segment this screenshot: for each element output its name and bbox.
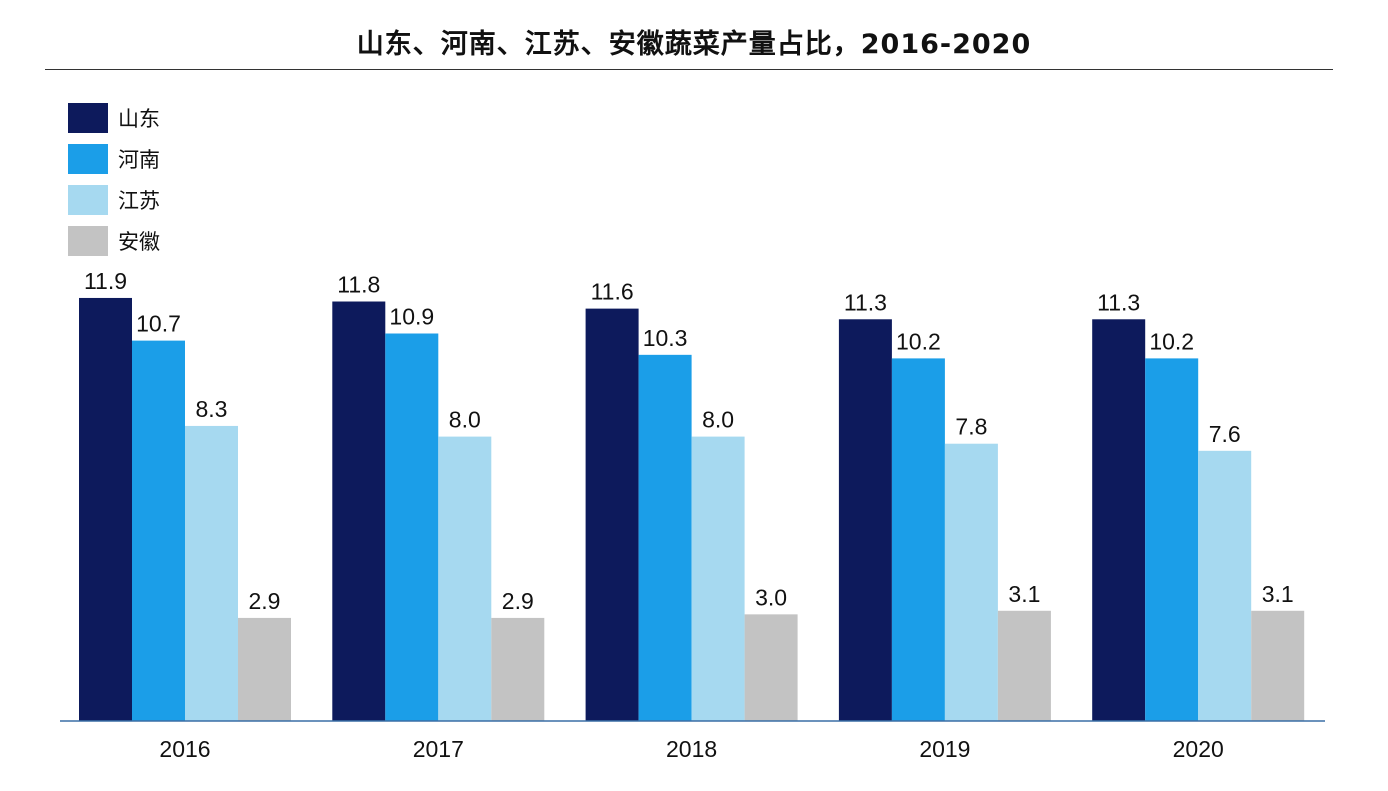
x-tick-label-2019: 2019 — [919, 736, 970, 762]
bar-jiangsu-2019 — [944, 443, 998, 721]
legend-item-jiangsu: 江苏 — [68, 179, 160, 220]
bar-anhui-2019 — [997, 610, 1051, 721]
bar-henan-2016 — [132, 340, 185, 721]
value-label-shandong-2017: 11.8 — [337, 272, 380, 298]
chart-title: 山东、河南、江苏、安徽蔬菜产量占比，2016-2020 — [356, 29, 1032, 60]
bar-shandong-2016 — [79, 297, 132, 721]
bar-jiangsu-2016 — [185, 425, 238, 721]
bar-anhui-2018 — [744, 614, 798, 721]
legend-label-anhui: 安徽 — [118, 229, 160, 254]
x-tick-label-2016: 2016 — [159, 736, 210, 762]
x-tick-label-2020: 2020 — [1173, 736, 1224, 762]
bars-group — [79, 297, 1305, 721]
legend-swatch-jiangsu — [68, 184, 108, 215]
value-label-anhui-2020: 3.1 — [1262, 581, 1294, 607]
bar-jiangsu-2020 — [1198, 450, 1252, 721]
value-label-henan-2019: 10.2 — [896, 328, 941, 354]
bar-shandong-2018 — [585, 308, 639, 721]
value-labels-group: 11.9 10.7 8.3 2.9 11.8 10.9 8.0 2.9 11.6 10.3 8.0 3… — [84, 268, 1294, 614]
bar-jiangsu-2018 — [691, 436, 745, 721]
value-label-shandong-2020: 11.3 — [1097, 289, 1140, 315]
value-label-jiangsu-2017: 8.0 — [449, 407, 481, 433]
legend-item-shandong: 山东 — [68, 97, 160, 138]
legend-swatch-shandong — [68, 102, 108, 133]
bar-henan-2020 — [1145, 358, 1199, 721]
bar-henan-2019 — [891, 358, 945, 721]
value-label-henan-2016: 10.7 — [136, 311, 181, 337]
x-tick-label-2018: 2018 — [666, 736, 717, 762]
value-label-anhui-2019: 3.1 — [1008, 581, 1040, 607]
legend-label-jiangsu: 江苏 — [118, 188, 160, 213]
x-tick-label-2017: 2017 — [413, 736, 464, 762]
value-label-jiangsu-2019: 7.8 — [955, 414, 987, 440]
value-label-anhui-2016: 2.9 — [249, 588, 281, 614]
value-label-henan-2020: 10.2 — [1149, 328, 1194, 354]
legend-item-henan: 河南 — [68, 138, 160, 179]
value-label-jiangsu-2016: 8.3 — [196, 396, 228, 422]
bar-anhui-2017 — [491, 617, 545, 721]
value-label-anhui-2018: 3.0 — [755, 584, 787, 610]
value-label-jiangsu-2018: 8.0 — [702, 407, 734, 433]
x-tick-labels-group: 2016 2017 2018 2019 2020 — [159, 736, 1223, 762]
value-label-henan-2018: 10.3 — [643, 325, 688, 351]
legend-label-shandong: 山东 — [118, 106, 160, 131]
legend-swatch-henan — [68, 143, 108, 174]
legend-label-henan: 河南 — [118, 147, 160, 172]
legend-item-anhui: 安徽 — [68, 220, 160, 261]
value-label-henan-2017: 10.9 — [389, 304, 434, 330]
bar-shandong-2019 — [838, 319, 892, 721]
legend-swatch-anhui — [68, 225, 108, 256]
bar-henan-2018 — [638, 354, 692, 721]
value-label-jiangsu-2020: 7.6 — [1209, 421, 1241, 447]
value-label-shandong-2016: 11.9 — [84, 268, 127, 294]
value-label-shandong-2018: 11.6 — [591, 279, 634, 305]
bar-shandong-2017 — [332, 301, 386, 721]
bar-anhui-2020 — [1251, 610, 1305, 721]
value-label-shandong-2019: 11.3 — [844, 289, 887, 315]
title-divider — [45, 69, 1333, 70]
legend: 山东 河南 江苏 安徽 — [68, 97, 160, 261]
bar-shandong-2020 — [1092, 319, 1146, 721]
bar-henan-2017 — [385, 333, 439, 721]
value-label-anhui-2017: 2.9 — [502, 588, 534, 614]
bar-jiangsu-2017 — [438, 436, 492, 721]
bar-anhui-2016 — [238, 617, 291, 721]
